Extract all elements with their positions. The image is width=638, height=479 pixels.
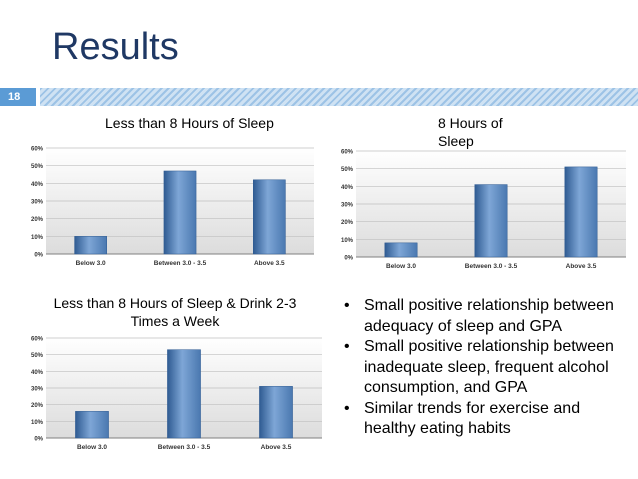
y-tick-label: 30%	[31, 200, 44, 206]
title-divider	[40, 88, 638, 106]
finding-item: • Small positive relationship between ade…	[344, 297, 614, 335]
chart-3-caption: Less than 8 Hours of Sleep & Drink 2-3 T…	[53, 295, 297, 329]
y-tick-label: 30%	[31, 387, 44, 393]
findings-list: • Small positive relationship between ade…	[340, 296, 632, 479]
x-tick-label: Below 3.0	[386, 263, 416, 270]
y-tick-label: 60%	[31, 337, 44, 343]
y-tick-label: 50%	[31, 353, 44, 359]
y-tick-label: 10%	[31, 235, 44, 241]
y-tick-label: 50%	[341, 167, 354, 173]
bar	[384, 242, 418, 258]
bar	[75, 411, 109, 439]
y-tick-label: 60%	[31, 147, 44, 153]
y-tick-label: 0%	[34, 253, 43, 259]
y-tick-label: 40%	[341, 185, 354, 191]
bar	[74, 236, 107, 255]
chart-2-caption: 8 Hours of Sleep	[438, 115, 503, 149]
chart-8-hours: 0% 10% 20% 30% 40% 50% 60% Below 3.0 Between 3.0…	[341, 150, 626, 270]
y-tick-label: 10%	[31, 420, 44, 426]
bar	[167, 349, 201, 439]
y-tick-label: 40%	[31, 182, 44, 188]
y-tick-label: 10%	[341, 238, 354, 244]
bar	[163, 170, 197, 255]
x-tick-label: Above 3.5	[254, 260, 285, 267]
y-tick-label: 20%	[31, 403, 44, 409]
finding-item: • Similar trends for exercise and healthy…	[344, 399, 581, 438]
x-tick-label: Between 3.0 - 3.5	[158, 444, 211, 451]
y-tick-label: 30%	[341, 203, 354, 209]
bar	[253, 179, 286, 255]
y-tick-label: 40%	[31, 370, 44, 376]
chart-1-caption: Less than 8 Hours of Sleep	[105, 115, 274, 131]
x-tick-label: Between 3.0 - 3.5	[154, 260, 207, 267]
y-tick-label: 50%	[31, 164, 44, 170]
x-tick-label: Above 3.5	[566, 263, 597, 270]
x-tick-label: Below 3.0	[77, 444, 107, 451]
slide-title: Results	[52, 26, 179, 68]
slide-number: 18	[0, 88, 36, 106]
y-tick-label: 0%	[344, 256, 353, 262]
bar	[564, 166, 598, 258]
x-tick-label: Below 3.0	[76, 260, 106, 267]
y-tick-label: 60%	[341, 150, 354, 156]
bar	[259, 386, 293, 439]
chart-less-than-8-hours: 0% 10% 20% 30% 40% 50% 60% Below 3.0 Between 3.0…	[31, 147, 314, 267]
y-tick-label: 20%	[341, 220, 354, 226]
y-tick-label: 0%	[34, 437, 43, 443]
chart-less-than-8-hours-drink: 0% 10% 20% 30% 40% 50% 60% Below 3.0 Between 3.0…	[31, 337, 322, 451]
y-tick-label: 20%	[31, 217, 44, 223]
x-tick-label: Between 3.0 - 3.5	[465, 263, 518, 270]
finding-item: • Small positive relationship between ina…	[344, 338, 614, 396]
bar	[474, 184, 508, 258]
x-tick-label: Above 3.5	[261, 444, 292, 451]
